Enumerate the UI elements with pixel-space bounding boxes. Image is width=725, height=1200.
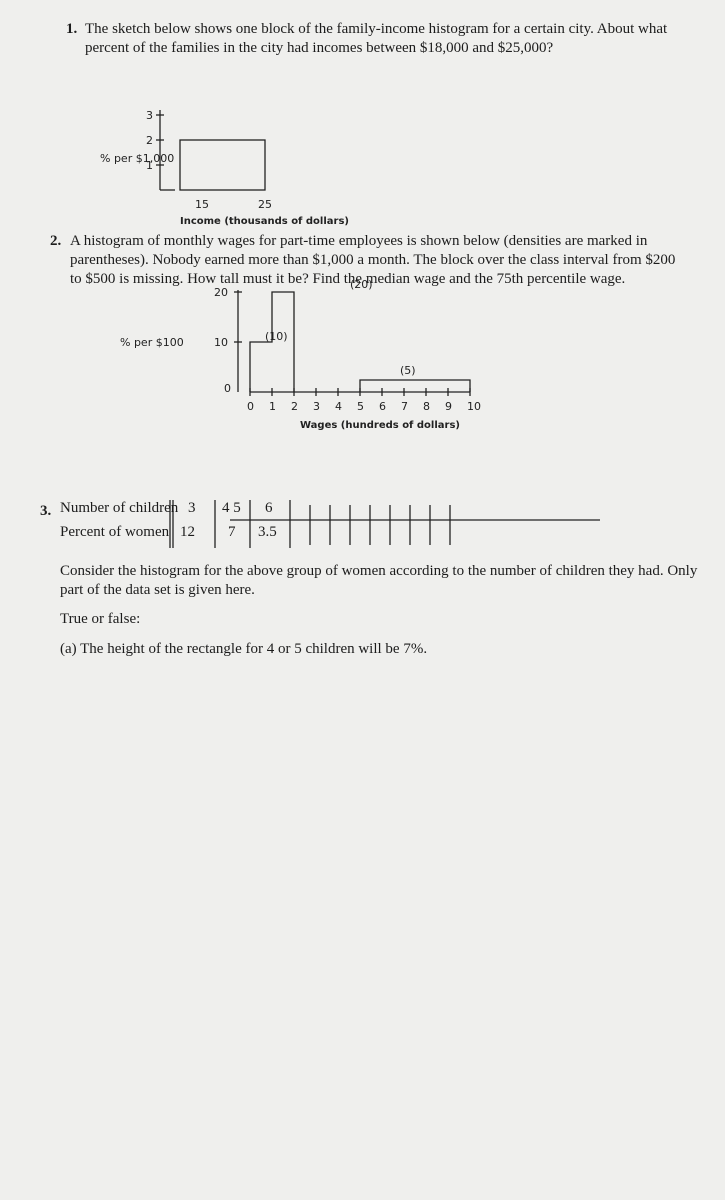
- x-tick: 4: [335, 400, 342, 413]
- x-tick: 25: [258, 198, 272, 211]
- block-label: (5): [400, 364, 416, 377]
- x-tick: 1: [269, 400, 276, 413]
- block: [359, 379, 471, 392]
- x-label: Income (thousands of dollars): [180, 216, 349, 227]
- x-label: Wages (hundreds of dollars): [300, 420, 460, 431]
- y-tick: 20: [214, 286, 228, 299]
- y-tick: 10: [214, 336, 228, 349]
- table-cell: 7: [228, 524, 236, 540]
- y-tick: 2: [146, 134, 153, 147]
- x-tick: 15: [195, 198, 209, 211]
- y-label: % per $1,000: [100, 152, 174, 165]
- table-cell: 3: [188, 500, 196, 516]
- block: [179, 139, 266, 191]
- block-label: (20): [350, 278, 373, 291]
- problem-text: A histogram of monthly wages for part-ti…: [70, 233, 676, 287]
- y-tick: 0: [224, 382, 231, 395]
- y-tick: 3: [146, 109, 153, 122]
- prompt: True or false:: [60, 611, 141, 627]
- table-cell: 4 5: [222, 500, 241, 516]
- x-tick: 9: [445, 400, 452, 413]
- table-cell: Percent of women: [60, 524, 170, 540]
- problem-number: 1.: [66, 21, 78, 37]
- problem-number: 2.: [50, 233, 62, 249]
- x-tick: 10: [467, 400, 481, 413]
- y-label: % per $100: [120, 336, 184, 349]
- x-tick: 8: [423, 400, 430, 413]
- problem-text: The sketch below shows one block of the …: [85, 21, 668, 56]
- x-tick: 0: [247, 400, 254, 413]
- item: (a) The height of the rectangle for 4 or…: [60, 641, 428, 657]
- table-cell: 6: [265, 500, 273, 516]
- y-tick: 1: [146, 159, 153, 172]
- table-rules: [309, 505, 451, 545]
- problem-text: Consider the histogram for the above gro…: [60, 563, 698, 598]
- table-cell: 3.5: [258, 524, 277, 540]
- x-tick: 2: [291, 400, 298, 413]
- problem-number: 3.: [40, 503, 52, 519]
- table-cell: Number of children: [60, 500, 179, 516]
- x-ticks: 0 1 2 3 4 5 6 7 8 9 10: [247, 388, 481, 413]
- block: [249, 291, 295, 392]
- x-tick: 3: [313, 400, 320, 413]
- x-tick: 7: [401, 400, 408, 413]
- block-label: (10): [265, 330, 288, 343]
- table-cell: 12: [180, 524, 195, 540]
- x-tick: 5: [357, 400, 364, 413]
- x-tick: 6: [379, 400, 386, 413]
